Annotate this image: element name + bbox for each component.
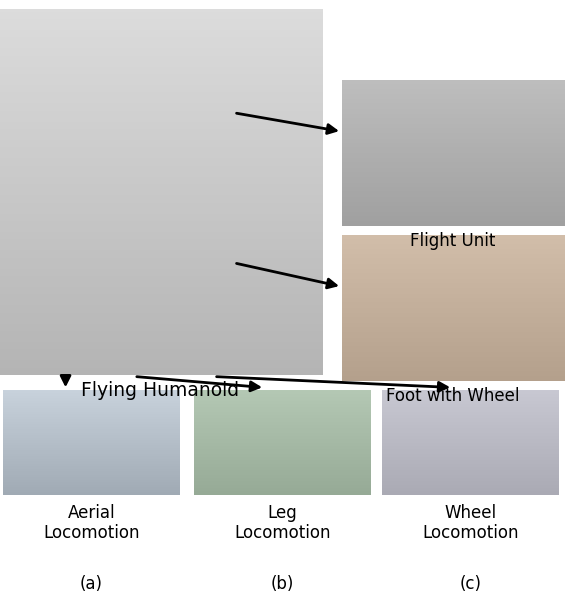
Text: Flight Unit: Flight Unit: [410, 232, 496, 250]
Text: (b): (b): [270, 575, 294, 593]
Text: Wheel
Locomotion: Wheel Locomotion: [422, 504, 519, 542]
Text: Leg
Locomotion: Leg Locomotion: [234, 504, 331, 542]
Text: Aerial
Locomotion: Aerial Locomotion: [43, 504, 140, 542]
Text: Foot with Wheel: Foot with Wheel: [386, 387, 520, 405]
Text: (c): (c): [459, 575, 481, 593]
Text: Flying Humanoid: Flying Humanoid: [80, 381, 239, 401]
Text: (a): (a): [80, 575, 103, 593]
